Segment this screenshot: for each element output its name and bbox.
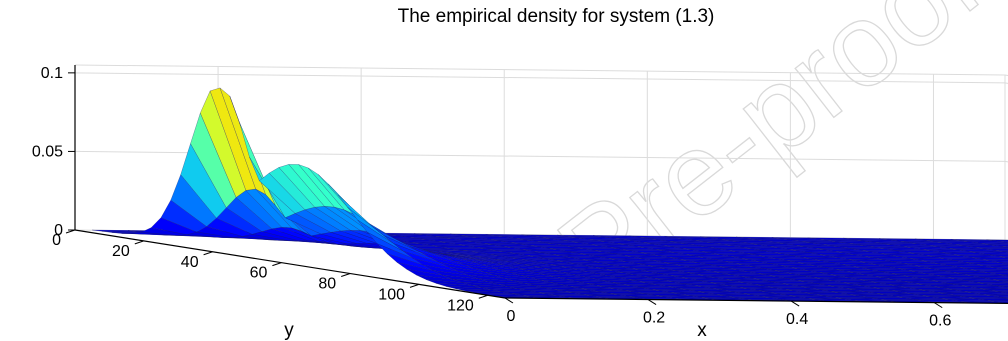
y-tick-mark bbox=[65, 229, 76, 234]
y-tick-mark bbox=[478, 294, 488, 299]
chart-title: The empirical density for system (1.3) bbox=[398, 6, 715, 27]
y-tick-mark bbox=[272, 262, 282, 267]
y-tick-mark bbox=[134, 240, 144, 245]
x-tick-mark bbox=[933, 302, 943, 309]
y-tick-mark bbox=[341, 273, 351, 277]
y-tick-label: 0 bbox=[52, 232, 61, 249]
y-axis-line bbox=[74, 229, 506, 299]
y-tick-mark bbox=[203, 251, 213, 256]
x-axis-label: x bbox=[697, 320, 707, 341]
axes bbox=[65, 65, 1008, 309]
y-tick-label: 80 bbox=[318, 276, 336, 293]
y-tick-label: 60 bbox=[250, 265, 268, 282]
x-tick-mark bbox=[790, 300, 800, 307]
x-tick-label: 0.6 bbox=[929, 313, 951, 330]
x-tick-mark bbox=[647, 299, 657, 305]
x-axis-line bbox=[504, 297, 1008, 305]
x-tick-mark bbox=[504, 297, 514, 304]
grid-line-z-1 bbox=[74, 150, 1008, 163]
z-tick-label: 0.1 bbox=[41, 65, 63, 82]
surface-mesh bbox=[92, 87, 1008, 304]
y-tick-label: 40 bbox=[181, 254, 199, 271]
y-tick-label: 20 bbox=[112, 243, 130, 260]
z-tick-label: 0.05 bbox=[32, 143, 63, 160]
y-axis-label: y bbox=[284, 320, 294, 341]
x-tick-label: 0.4 bbox=[786, 311, 808, 328]
grid-line-z-2 bbox=[74, 72, 1008, 84]
y-tick-mark bbox=[409, 283, 420, 288]
x-tick-label: 0 bbox=[507, 308, 516, 325]
grid-top-edge bbox=[74, 64, 1008, 76]
y-tick-label: 120 bbox=[447, 297, 474, 314]
z-tick-label: 0 bbox=[54, 222, 63, 239]
x-tick-label: 0.2 bbox=[643, 310, 665, 327]
y-tick-label: 100 bbox=[378, 286, 405, 303]
